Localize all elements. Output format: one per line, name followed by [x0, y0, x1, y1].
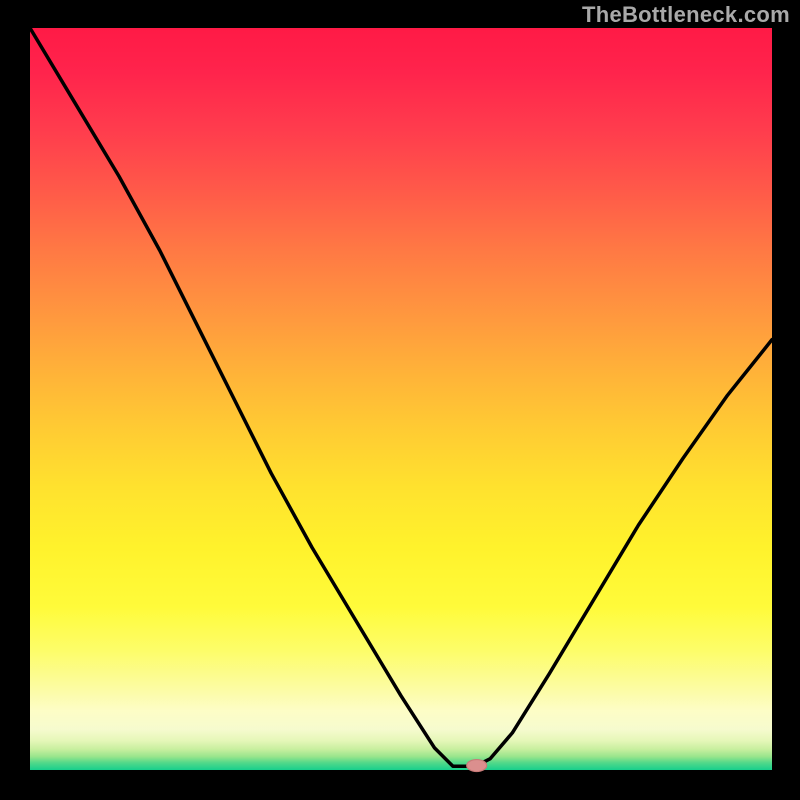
- chart-stage: TheBottleneck.com: [0, 0, 800, 800]
- bottleneck-chart-svg: [0, 0, 800, 800]
- plot-background: [30, 28, 772, 770]
- bottleneck-marker: [467, 760, 487, 772]
